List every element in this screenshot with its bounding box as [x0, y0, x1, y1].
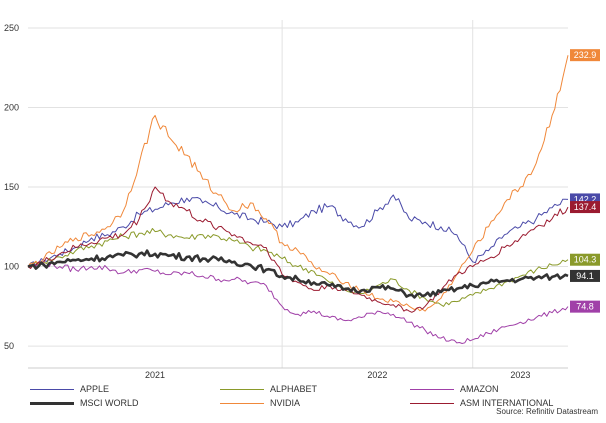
end-label-text: 104.3	[574, 255, 597, 265]
end-label-text: 142.2	[574, 194, 597, 204]
series-line-msci-world	[27, 249, 569, 299]
end-label-alphabet: 104.3	[570, 253, 600, 266]
legend-swatch	[220, 388, 264, 390]
legend-label: APPLE	[80, 384, 110, 394]
source-note: Source: Refinitiv Datastream	[496, 407, 598, 416]
end-label-asm-international: 137.4	[570, 201, 600, 214]
series-line-apple	[27, 194, 569, 267]
series-line-asm-international	[27, 186, 569, 313]
legend-swatch	[410, 388, 454, 390]
legend-item-msci-world: MSCI WORLD	[30, 398, 139, 408]
series-line-nvidia	[27, 55, 569, 312]
legend-item-amazon: AMAZON	[410, 384, 499, 394]
end-label-box	[570, 300, 600, 313]
series-lines	[27, 55, 569, 344]
legend-item-asm-international: ASM INTERNATIONAL	[410, 398, 553, 408]
legend-label: ALPHABET	[270, 384, 318, 394]
end-label-box	[570, 269, 600, 282]
y-tick-label: 150	[4, 182, 19, 192]
series-line-alphabet	[27, 228, 569, 307]
end-label-text: 137.4	[574, 202, 597, 212]
end-label-text: 94.1	[576, 271, 594, 281]
end-labels: 142.2 104.3 74.8 94.1 232.9 137.4	[570, 49, 600, 313]
end-label-text: 232.9	[574, 50, 597, 60]
legend-swatch	[410, 402, 454, 404]
gridlines	[28, 20, 568, 369]
legend-label: MSCI WORLD	[80, 398, 139, 408]
line-chart: 142.2 104.3 74.8 94.1 232.9 137.4 50 100 150 200…	[4, 20, 600, 380]
legend-swatch	[30, 388, 74, 390]
y-tick-label: 50	[4, 341, 14, 351]
x-axis-ticks: 2021 2022 2023	[145, 370, 530, 380]
y-tick-label: 250	[4, 23, 19, 33]
y-axis-ticks: 50 100 150 200 250	[4, 23, 19, 351]
legend-label: ASM INTERNATIONAL	[460, 398, 554, 408]
legend-item-apple: APPLE	[30, 384, 109, 394]
y-tick-label: 200	[4, 102, 19, 112]
legend-item-nvidia: NVIDIA	[220, 398, 300, 408]
legend-item-alphabet: ALPHABET	[220, 384, 317, 394]
x-tick-label: 2021	[145, 370, 165, 380]
end-label-box	[570, 201, 600, 214]
end-label-msci-world: 94.1	[570, 269, 600, 282]
legend-swatch	[220, 402, 264, 404]
end-label-amazon: 74.8	[570, 300, 600, 313]
x-tick-label: 2022	[367, 370, 387, 380]
end-label-box	[570, 49, 600, 62]
legend-label: NVIDIA	[270, 398, 301, 408]
series-line-amazon	[27, 261, 569, 344]
legend-label: AMAZON	[460, 384, 499, 394]
end-label-box	[570, 253, 600, 266]
end-label-text: 74.8	[576, 302, 594, 312]
end-label-nvidia: 232.9	[570, 49, 600, 62]
y-tick-label: 100	[4, 262, 19, 272]
legend-swatch	[30, 401, 74, 405]
x-tick-label: 2023	[510, 370, 530, 380]
